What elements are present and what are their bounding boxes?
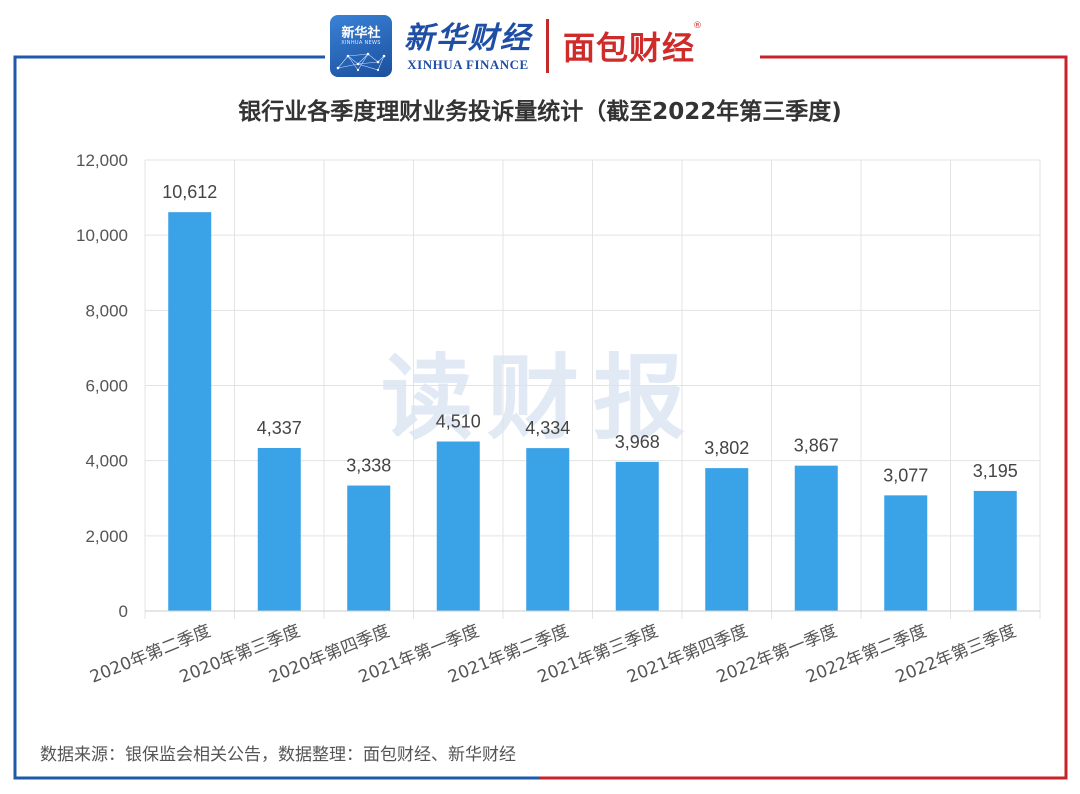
bar-value-label: 4,334 — [525, 418, 570, 438]
xinhua-badge-subtext: XINHUA NEWS — [341, 40, 381, 46]
bar-value-label: 3,077 — [883, 465, 928, 485]
y-tick-label: 8,000 — [85, 301, 128, 320]
bar-value-label: 10,612 — [162, 182, 217, 202]
y-tick-label: 2,000 — [85, 527, 128, 546]
bar — [436, 441, 480, 611]
y-tick-label: 12,000 — [76, 151, 128, 170]
xinhua-finance-cn: 新华财经 — [404, 20, 532, 56]
source-note: 数据来源：银保监会相关公告，数据整理：面包财经、新华财经 — [40, 745, 516, 765]
bar — [794, 465, 838, 611]
bar-value-label: 3,867 — [794, 436, 839, 456]
watermark: 读财报 — [381, 345, 699, 452]
bar-value-label: 4,510 — [436, 411, 481, 431]
chart-title: 银行业各季度理财业务投诉量统计（截至2022年第三季度) — [238, 99, 842, 125]
xinhua-badge-text: 新华社 — [341, 26, 381, 41]
bar — [615, 461, 659, 611]
xinhua-finance-logo: 新华财经 XINHUA FINANCE — [404, 21, 532, 72]
logo-divider — [546, 19, 549, 73]
network-icon — [336, 52, 386, 72]
xinhua-finance-en: XINHUA FINANCE — [407, 56, 529, 72]
bar — [257, 448, 301, 611]
bar — [973, 490, 1017, 611]
y-tick-label: 4,000 — [85, 452, 128, 471]
y-tick-label: 6,000 — [85, 377, 128, 396]
bar-value-label: 3,338 — [346, 456, 391, 476]
bar — [168, 212, 212, 612]
registered-mark-icon: ® — [693, 21, 704, 31]
xinhua-news-logo: 新华社 XINHUA NEWS — [330, 15, 392, 77]
bar — [705, 468, 749, 611]
y-tick-label: 10,000 — [76, 226, 128, 245]
bar — [884, 495, 928, 611]
header-logos: 新华社 XINHUA NEWS 新华财经 XINHUA FINANCE 面包财经… — [330, 12, 760, 80]
bar — [526, 448, 570, 611]
bar — [347, 485, 391, 611]
bar-value-label: 3,195 — [973, 461, 1018, 481]
y-tick-label: 0 — [119, 602, 128, 621]
mianbao-logo-text: 面包财经 — [563, 29, 696, 67]
bar-value-label: 3,968 — [615, 432, 660, 452]
bar-value-label: 4,337 — [257, 418, 302, 438]
mianbao-finance-logo: 面包财经 ® — [563, 21, 702, 69]
bar-value-label: 3,802 — [704, 438, 749, 458]
